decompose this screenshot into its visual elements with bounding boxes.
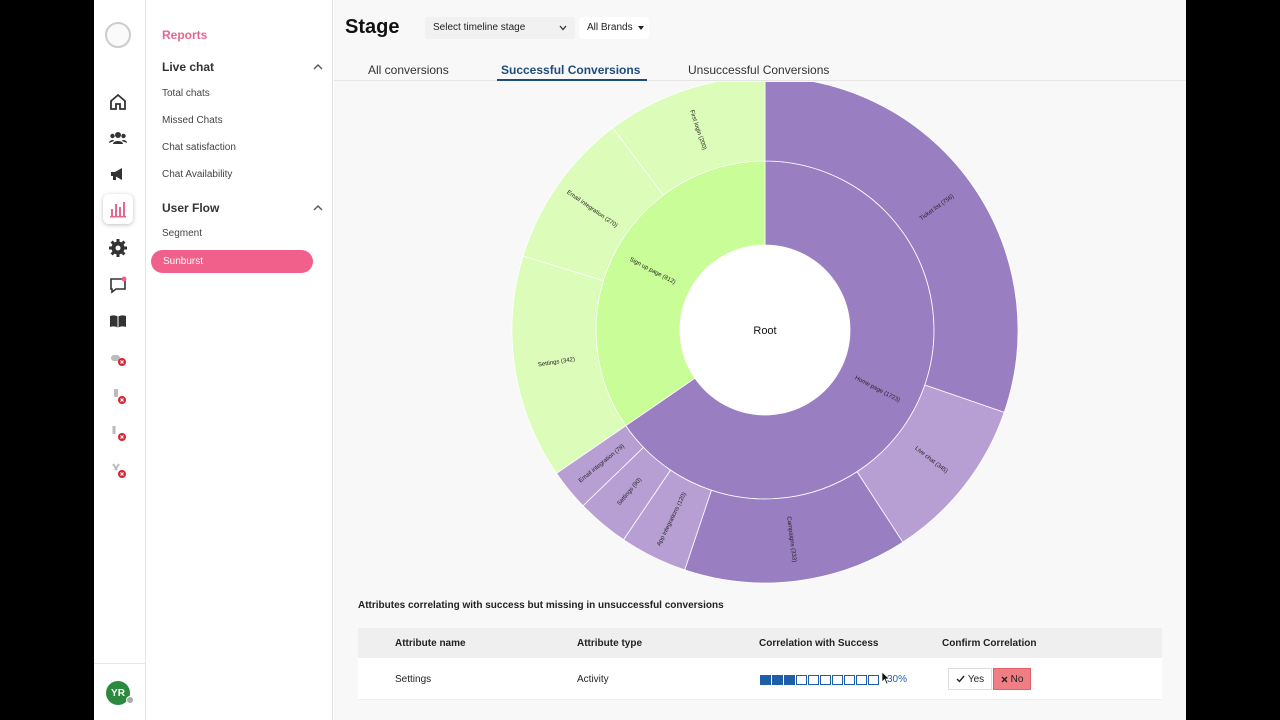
reports-icon[interactable] (103, 194, 133, 224)
users-icon[interactable] (104, 124, 132, 152)
section-user-flow[interactable]: User Flow (162, 201, 220, 215)
app-window: YR Reports Live chat Total chats Missed … (94, 0, 1186, 720)
table-header: Attribute name Attribute type Correlatio… (358, 628, 1162, 658)
main-content: Stage Select timeline stage All Brands A… (334, 0, 1186, 720)
menu-item-missed-chats[interactable]: Missed Chats (162, 115, 223, 126)
brand-select[interactable]: All Brands (579, 17, 649, 39)
sunburst-chart: Home page (1723) Sign up page (812) Ticket… (334, 76, 1186, 587)
chevron-up-icon[interactable] (313, 203, 323, 213)
header-correlation: Correlation with Success (759, 638, 879, 649)
header-attribute-type: Attribute type (577, 638, 642, 649)
menu-item-chat-availability[interactable]: Chat Availability (162, 169, 233, 180)
page-title: Stage (345, 16, 400, 38)
chevron-up-icon[interactable] (313, 62, 323, 72)
correlation-cell (784, 675, 795, 685)
presence-dot (126, 696, 134, 704)
confirm-no-button[interactable]: No (993, 668, 1031, 690)
active-tab-indicator (497, 79, 647, 81)
menu-title: Reports (162, 28, 208, 42)
icon-rail: YR (94, 0, 146, 720)
chevron-down-icon (559, 25, 567, 31)
confirm-yes-button[interactable]: Yes (948, 668, 992, 690)
close-icon (1001, 676, 1008, 682)
reports-menu: Reports Live chat Total chats Missed Cha… (147, 0, 392, 720)
brand-select-label: All Brands (587, 22, 633, 33)
caret-down-icon (638, 26, 644, 30)
correlation-cell (772, 675, 783, 685)
home-icon[interactable] (104, 88, 132, 116)
settings-icon[interactable] (104, 234, 132, 262)
sunburst-label: Settings (342) (538, 357, 576, 369)
tab-successful-conversions[interactable]: Successful Conversions (501, 63, 641, 77)
correlation-cell (868, 675, 879, 685)
tabs-divider (334, 80, 1186, 81)
correlation-cell (856, 675, 867, 685)
section-live-chat[interactable]: Live chat (162, 60, 215, 74)
book-icon[interactable] (104, 307, 132, 335)
correlation-cell (820, 675, 831, 685)
check-icon (956, 675, 965, 683)
chat-icon[interactable] (104, 271, 132, 299)
sunburst-root[interactable] (680, 245, 850, 415)
table-row: Settings Activity 30% Yes No (358, 658, 1162, 700)
yes-label: Yes (967, 673, 985, 685)
no-label: No (1010, 673, 1024, 685)
mouse-cursor-icon (881, 671, 891, 685)
megaphone-icon[interactable] (104, 160, 132, 188)
correlation-bar (760, 675, 879, 685)
header-confirm: Confirm Correlation (942, 638, 1037, 649)
menu-item-total-chats[interactable]: Total chats (162, 88, 210, 99)
attributes-table: Attribute name Attribute type Correlatio… (358, 628, 1162, 700)
menu-item-segment[interactable]: Segment (162, 228, 203, 239)
correlation-percent: 30% (887, 674, 908, 685)
header-attribute-name: Attribute name (395, 638, 466, 649)
tab-unsuccessful-conversions[interactable]: Unsuccessful Conversions (688, 63, 830, 77)
table-caption: Attributes correlating with success but … (358, 600, 724, 611)
sunburst-label: Campaigns (333) (785, 516, 797, 562)
integration-error-icon[interactable] (104, 344, 132, 372)
correlation-cell (808, 675, 819, 685)
timeline-stage-label: Select timeline stage (433, 22, 526, 33)
plug-error-icon-2[interactable] (104, 419, 132, 447)
sunburst-svg: Home page (1723)Sign up page (812)Ticket… (511, 76, 1019, 584)
plug-error-icon[interactable] (104, 382, 132, 410)
plug-error-icon-3[interactable] (104, 456, 132, 484)
menu-item-sunburst[interactable]: Sunburst (151, 250, 313, 273)
attribute-type: Activity (577, 674, 609, 685)
timeline-stage-select[interactable]: Select timeline stage (425, 17, 575, 39)
correlation-cell (760, 675, 771, 685)
tab-all-conversions[interactable]: All conversions (368, 63, 449, 77)
sunburst-segment[interactable] (764, 76, 1019, 413)
correlation-cell (832, 675, 843, 685)
attribute-name: Settings (395, 674, 432, 685)
logo-icon[interactable] (105, 22, 131, 48)
sunburst-root-label: Root (753, 325, 776, 337)
correlation-cell (844, 675, 855, 685)
rail-divider (94, 663, 146, 664)
menu-item-chat-satisfaction[interactable]: Chat satisfaction (162, 142, 236, 153)
correlation-cell (796, 675, 807, 685)
